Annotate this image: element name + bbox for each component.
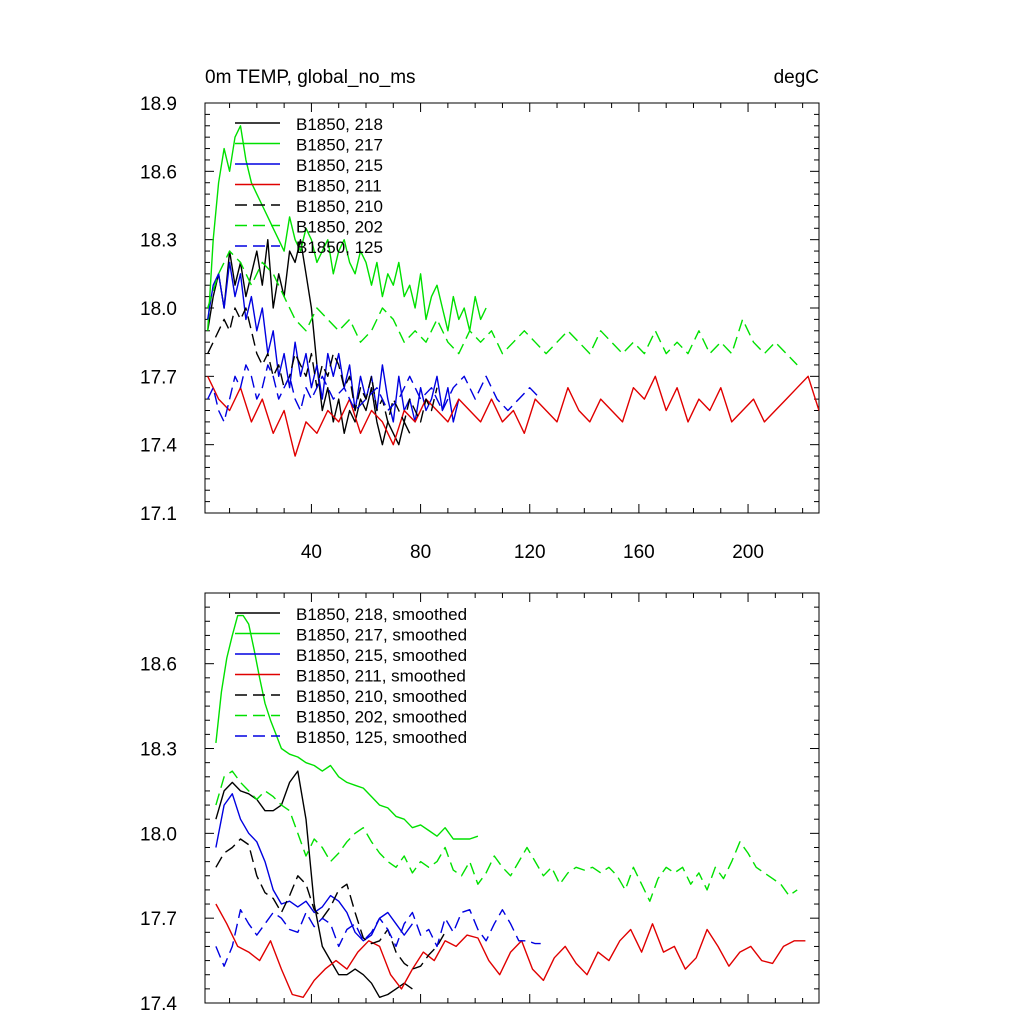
plot-frame: [204, 592, 820, 1004]
legend-label: B1850, 202: [296, 218, 383, 237]
y-tick-label: 18.0: [140, 824, 177, 845]
series-line-b1850-217-smoothed: [215, 614, 479, 840]
legend-label: B1850, 215, smoothed: [296, 646, 467, 665]
legend-label: B1850, 202, smoothed: [296, 708, 467, 727]
y-tick-label: 18.6: [140, 162, 177, 183]
y-tick-label: 17.4: [140, 994, 177, 1015]
chart-title: 0m TEMP, global_no_ms: [205, 67, 416, 88]
series-line-b1850-215: [207, 261, 460, 423]
legend-label: B1850, 211: [296, 177, 382, 196]
y-tick-label: 17.7: [140, 367, 177, 388]
series-line-b1850-210-smoothed: [215, 838, 446, 970]
series-line-b1850-211: [207, 375, 819, 457]
legend-label: B1850, 210, smoothed: [296, 687, 467, 706]
legend-label: B1850, 218, smoothed: [296, 605, 467, 624]
series-line-b1850-218: [207, 238, 411, 446]
x-tick-label: 160: [623, 542, 655, 563]
y-tick-label: 18.3: [140, 231, 177, 252]
series-line-b1850-202: [207, 250, 798, 366]
series-line-b1850-125-smoothed: [215, 909, 541, 967]
legend-label: B1850, 218: [296, 115, 383, 134]
legend-label: B1850, 215: [296, 156, 383, 175]
series-line-b1850-202-smoothed: [215, 770, 798, 902]
y-tick-label: 18.6: [140, 655, 177, 676]
legend-label: B1850, 217: [296, 136, 383, 155]
y-tick-label: 17.1: [140, 504, 177, 525]
legend-label: B1850, 211, smoothed: [296, 667, 466, 686]
x-tick-label: 80: [410, 542, 431, 563]
series-line-b1850-210: [207, 307, 438, 423]
y-tick-label: 18.3: [140, 740, 177, 761]
legend-label: B1850, 125, smoothed: [296, 728, 467, 747]
series-line-b1850-211-smoothed: [215, 903, 806, 998]
bottom-panel: 17.4 17.7 18.0 18.3 18.6 B1850, 218, smoothed…: [140, 592, 820, 1015]
y-tick-label: 17.4: [140, 436, 177, 457]
x-tick-label: 40: [301, 542, 322, 563]
series-line-b1850-218-smoothed: [215, 770, 413, 998]
y-tick-label: 18.0: [140, 299, 177, 320]
x-tick-label: 200: [732, 542, 764, 563]
series-line-b1850-217: [207, 125, 487, 332]
units-label: degC: [774, 67, 819, 88]
series-group: [215, 614, 806, 998]
legend-label: B1850, 217, smoothed: [296, 626, 467, 645]
legend: B1850, 218, smoothed B1850, 217, smoothed…: [235, 605, 467, 747]
series-line-b1850-125: [207, 364, 542, 423]
legend-label: B1850, 210: [296, 197, 383, 216]
y-tick-label: 18.9: [140, 94, 177, 115]
series-group: [207, 125, 819, 457]
y-tick-label: 17.7: [140, 909, 177, 930]
legend-label: B1850, 125: [296, 238, 383, 257]
x-tick-label: 120: [514, 542, 546, 563]
top-panel: 0m TEMP, global_no_ms degC 40 80 120 160 200 17…: [140, 67, 820, 563]
